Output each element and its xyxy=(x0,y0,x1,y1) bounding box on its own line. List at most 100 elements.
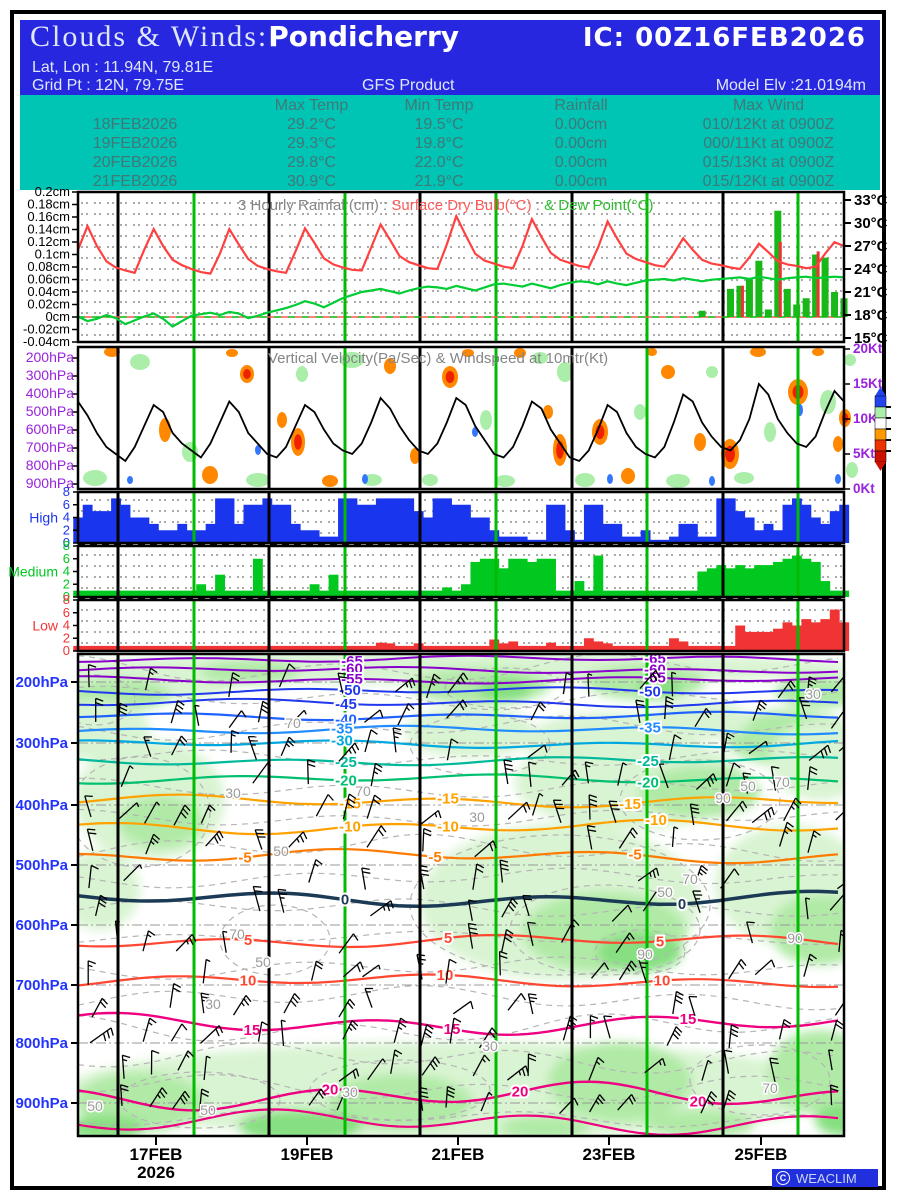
isotherm--30 xyxy=(79,739,839,749)
grid-line: Grid Pt : 12N, 79.75E GFS Product Model … xyxy=(32,77,872,95)
wind-barb xyxy=(830,676,843,693)
wind-barb xyxy=(338,1068,357,1082)
cloud-bar xyxy=(300,530,311,543)
wind-barb-feather xyxy=(361,867,370,871)
cloud-bar xyxy=(262,590,273,597)
vv-downdraft-blob xyxy=(384,358,396,374)
rain-bar xyxy=(783,288,791,317)
vv-updraft-blob xyxy=(422,474,438,486)
wind-barb-feather xyxy=(481,1058,486,1063)
vv-blue-blob xyxy=(709,476,715,486)
title-line: Clouds & Winds:Pondicherry xyxy=(30,20,459,54)
rh-shade-blob xyxy=(79,850,140,930)
wind-barb xyxy=(425,673,435,699)
cloud-bar xyxy=(498,643,509,651)
wind-barb-feather xyxy=(260,708,269,714)
wind-barb-feather xyxy=(622,762,627,766)
wind-barb-feather xyxy=(629,932,635,940)
cloud-bar xyxy=(148,590,159,597)
wind-barb-feather xyxy=(489,843,494,852)
wind-barb xyxy=(247,736,258,760)
cloud-bar xyxy=(801,558,812,597)
cloud-bar xyxy=(319,645,330,651)
wind-barb-feather xyxy=(320,1088,326,1096)
wind-barb-feather xyxy=(106,1030,111,1039)
vv-strong-core xyxy=(243,369,251,379)
wind-barb xyxy=(446,699,464,719)
wind-barb xyxy=(420,809,439,825)
rh-contour-ellipse xyxy=(119,1071,281,1129)
wind-barb-feather xyxy=(355,1068,360,1077)
cm-axis-label: 0.06cm xyxy=(27,272,70,287)
vv-updraft-blob xyxy=(634,404,646,420)
wind-barb-feather xyxy=(742,800,748,809)
cloud-bar xyxy=(687,590,698,597)
wind-barb xyxy=(751,806,773,824)
wind-barb-feather xyxy=(539,701,547,709)
wind-barb-feather xyxy=(400,1017,408,1024)
title-part: & Dew Point(°C) xyxy=(544,197,653,214)
panel-vv-title: Vertical Velocity(Pa/Sec) & Windspeed at… xyxy=(268,350,608,367)
wind-barb-feather xyxy=(95,697,104,702)
kt-axis-label: 20Kt xyxy=(853,341,883,356)
cloud-bar xyxy=(508,558,519,597)
hpa-main-axis-label: 600hPa xyxy=(15,917,68,934)
rh-value-label: 70 xyxy=(285,715,301,731)
wind-barb-feather xyxy=(782,1022,791,1029)
cloud-bar xyxy=(631,645,642,651)
cloud-bar xyxy=(631,590,642,597)
wind-barb xyxy=(175,933,193,952)
wind-barb xyxy=(416,954,423,980)
cloud-bar xyxy=(404,645,415,651)
cloud-bar xyxy=(205,645,216,651)
wind-barb-feather xyxy=(786,821,794,828)
cloud-bar xyxy=(167,590,178,597)
wind-barb-feather xyxy=(813,830,821,836)
column-header: Rainfall xyxy=(554,97,608,114)
wind-barb xyxy=(394,677,413,693)
wind-barb-feather xyxy=(595,1100,600,1105)
wind-barbs xyxy=(84,663,843,1115)
wind-barb xyxy=(117,703,121,726)
wind-barb-feather xyxy=(188,937,194,945)
wind-barb-feather xyxy=(373,771,379,775)
rh-shade-blob xyxy=(770,895,843,965)
cloud-bar xyxy=(375,590,386,597)
wind-barb-feather xyxy=(338,676,347,679)
cloud-bar xyxy=(262,645,273,651)
wind-barb-feather xyxy=(840,933,843,937)
table-row: 19FEB2026 29.3°C 19.8°C 0.00cm 000/11Kt at 0… xyxy=(20,134,880,153)
cloud-bar xyxy=(536,645,547,651)
wind-barb-feather xyxy=(830,1084,839,1089)
cloud-bar xyxy=(92,590,103,597)
isotherm-label: -50 xyxy=(639,684,661,701)
isotherm--55 xyxy=(79,675,839,685)
cm-axis-label: -0.02cm xyxy=(23,322,70,337)
vv-blue-blob xyxy=(127,476,133,484)
wind-barb-feather xyxy=(597,1056,605,1064)
cloud-bar xyxy=(243,590,254,597)
vv-downdraft-blob xyxy=(833,436,843,452)
cloud-bar xyxy=(120,590,131,597)
wind-barb-feather xyxy=(182,808,189,815)
cloud-bar xyxy=(432,645,443,651)
wind-barb-feather xyxy=(827,744,832,754)
cloud-bar xyxy=(432,590,443,597)
wind-barb-feather xyxy=(522,804,528,813)
dotted-grid xyxy=(78,600,844,651)
wind-barb-feather xyxy=(459,676,466,684)
wind-barb xyxy=(806,676,810,697)
cloud-bar xyxy=(517,645,528,651)
wind-barb-feather xyxy=(588,829,597,832)
wind-barb-feather xyxy=(261,1021,270,1027)
wind-barb xyxy=(722,1090,730,1113)
wind-barb-feather xyxy=(459,702,465,711)
octa-axis-label: 4 xyxy=(63,564,70,579)
cloud-bar xyxy=(224,645,235,651)
cloud-bar xyxy=(820,523,831,543)
wind-barb xyxy=(171,1090,186,1110)
cloud-bar xyxy=(650,539,660,543)
wind-barb xyxy=(194,705,200,726)
